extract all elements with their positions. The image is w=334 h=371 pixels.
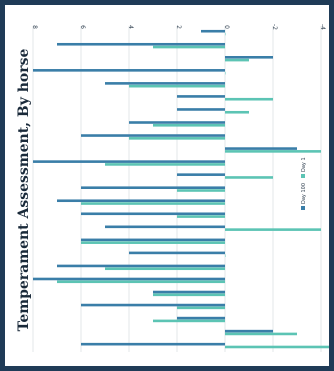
bar-day-100: [225, 147, 297, 150]
bar-day-1: [225, 150, 321, 153]
bar-day-1: [225, 176, 273, 179]
bar-day-100: [81, 212, 225, 216]
legend: Day 100 Day 1: [301, 157, 307, 210]
bar-day-100: [129, 121, 225, 124]
legend-swatch: [301, 206, 305, 210]
chart-title: Temperament Assessment, By horse: [16, 48, 32, 331]
bar-day-100: [153, 290, 225, 294]
bar-day-100: [105, 82, 225, 85]
bar-day-1: [177, 215, 225, 218]
bars-layer: [33, 29, 329, 349]
bar-day-1: [225, 58, 249, 62]
bar-day-1: [225, 254, 226, 257]
bar-day-1: [177, 189, 225, 192]
tick-label: 0: [223, 25, 230, 29]
bar-day-100: [105, 225, 225, 229]
chart-card: 8 6 4 2 0 -2 -4 Day 100 Day 1 Temperament Asses…: [5, 5, 329, 366]
bar-day-100: [33, 277, 225, 281]
bar-day-1: [105, 163, 225, 166]
bar-day-100: [81, 303, 225, 307]
legend-label: Day 100: [301, 183, 307, 204]
bar-day-100: [177, 316, 225, 320]
legend-group: Day 100 Day 1: [301, 157, 307, 210]
bar-day-1: [57, 280, 225, 284]
tick-labels: 8 6 4 2 0 -2 -4: [31, 24, 326, 30]
bar-day-1: [225, 97, 273, 101]
bar-day-1: [105, 267, 225, 271]
bar-day-1: [225, 32, 226, 36]
bar-day-1: [81, 241, 225, 244]
bar-day-100: [225, 329, 273, 333]
bar-day-100: [201, 29, 225, 33]
bar-day-100: [177, 108, 225, 111]
bar-day-1: [153, 124, 225, 127]
bar-day-1: [81, 202, 225, 205]
bar-day-100: [177, 173, 225, 176]
bar-day-1: [129, 137, 225, 140]
tick-label: 4: [127, 25, 134, 29]
bar-day-1: [153, 319, 225, 323]
tick-label: 8: [31, 25, 38, 29]
bar-day-1: [225, 110, 249, 114]
bar-day-100: [81, 342, 225, 346]
legend-label: Day 1: [301, 157, 307, 172]
bar-day-1: [153, 293, 225, 297]
bar-day-1: [177, 306, 225, 310]
bar-day-100: [33, 69, 225, 72]
bar-day-1: [225, 332, 297, 336]
bar-day-100: [225, 56, 273, 59]
bar-day-100: [177, 95, 225, 98]
bar-day-100: [81, 238, 225, 242]
bar-day-1: [225, 345, 329, 349]
bar-day-1: [225, 228, 321, 231]
tick-label: -4: [319, 24, 326, 30]
legend-swatch: [301, 174, 305, 178]
bar-day-100: [57, 199, 225, 203]
bar-day-1: [225, 71, 226, 75]
bar-day-1: [153, 45, 225, 49]
tick-label: 6: [79, 25, 86, 29]
bar-day-1: [129, 84, 225, 88]
bar-day-100: [57, 42, 225, 46]
tick-label: 2: [175, 25, 182, 29]
bar-day-100: [81, 186, 225, 189]
temperament-chart: 8 6 4 2 0 -2 -4 Day 100 Day 1 Temperament Asses…: [16, 24, 329, 352]
tick-label: -2: [271, 24, 278, 30]
bar-day-100: [33, 160, 225, 163]
bar-day-100: [57, 264, 225, 268]
bar-day-100: [81, 134, 225, 137]
bar-day-100: [129, 251, 225, 255]
